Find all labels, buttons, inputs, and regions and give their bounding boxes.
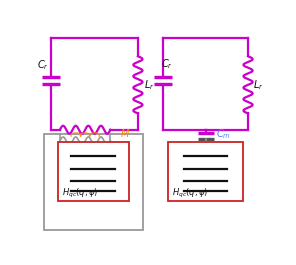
Text: $L_r$: $L_r$ (144, 78, 154, 92)
Bar (44, 134, 143, 230)
Text: $C_r$: $C_r$ (161, 57, 173, 71)
Bar (168, 142, 244, 201)
Text: $L_r$: $L_r$ (253, 78, 263, 92)
Text: $M$: $M$ (120, 127, 130, 139)
Text: $C_m$: $C_m$ (216, 127, 231, 141)
Bar (58, 142, 129, 201)
Text: $H_{qc}(q,\varphi)$: $H_{qc}(q,\varphi)$ (172, 187, 209, 200)
Text: $H_{qc}(q,\varphi)$: $H_{qc}(q,\varphi)$ (62, 187, 99, 200)
Text: $C_r$: $C_r$ (37, 58, 49, 72)
